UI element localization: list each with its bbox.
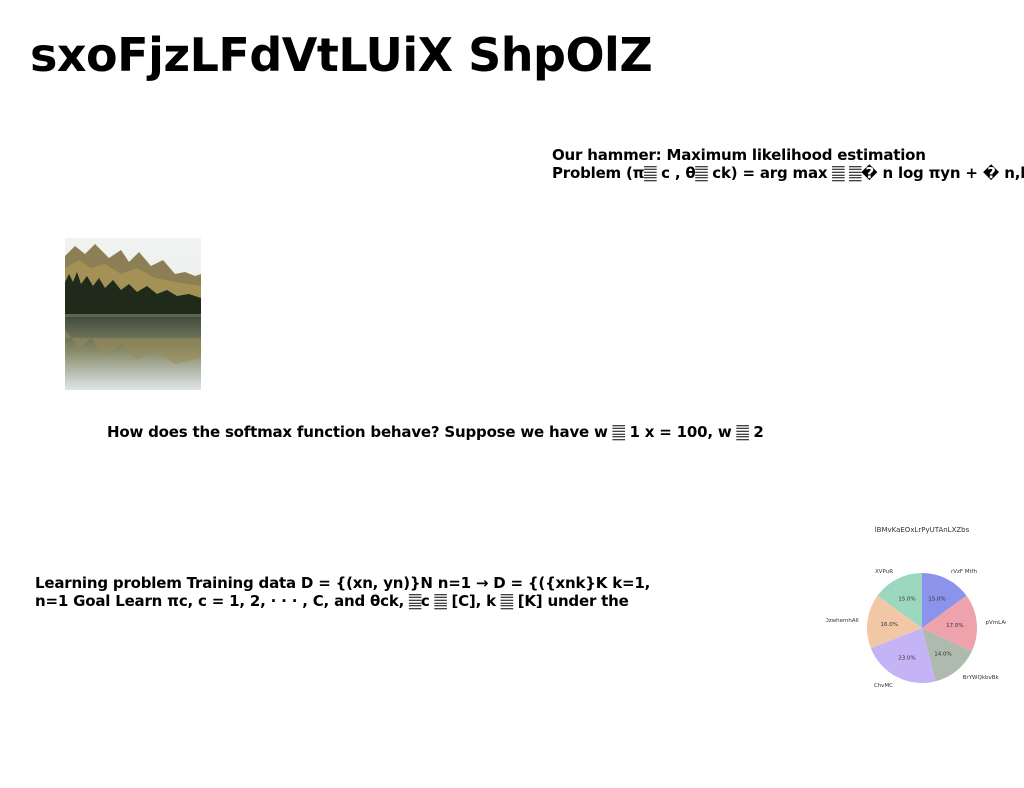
slice-category-label: BrYWQkbvBk (963, 675, 1000, 681)
slice-category-label: OzwhemhAll (826, 618, 859, 624)
learning-line: Learning problem Training data D = {(xn,… (35, 574, 651, 592)
pie-slice (867, 595, 922, 649)
pie-slice (922, 573, 967, 628)
pie-slice (877, 573, 922, 628)
learning-block: Learning problem Training data D = {(xn,… (35, 574, 650, 610)
mountain-lake-photo (65, 238, 201, 390)
page-title: sxoFjzLFdVtLUiX ShpOlZ (30, 28, 653, 82)
slice-percent-label: 17.0% (946, 623, 963, 629)
pie-slice (922, 628, 972, 682)
pie-slice (922, 595, 977, 652)
slice-percent-label: 16.0% (881, 622, 898, 628)
slice-percent-label: 23.0% (898, 655, 915, 661)
hammer-block: Our hammer: Maximum likelihood estimatio… (552, 146, 1024, 182)
slice-percent-label: 15.0% (928, 597, 945, 603)
hammer-line: Problem (π𝄛 c , θ𝄛 ck) = arg max 𝄛 𝄛� n … (552, 164, 1024, 182)
slice-category-label: XVPuR (875, 569, 893, 575)
softmax-text: How does the softmax function behave? Su… (107, 423, 764, 441)
pie-slice (870, 628, 936, 683)
slice-category-label: rVzF Mtfh (951, 569, 978, 575)
slice-category-label: pVmLAuT (986, 620, 1006, 626)
hammer-line: Our hammer: Maximum likelihood estimatio… (552, 146, 926, 164)
chart-title: lBMvKaEOxLrPyUTAnLXZbs (875, 526, 970, 534)
learning-line: n=1 Goal Learn πc, c = 1, 2, · · · , C, … (35, 592, 629, 610)
slice-category-label: ChvMC (874, 683, 893, 689)
pie-chart: lBMvKaEOxLrPyUTAnLXZbs 15.0% rVzF Mtfh 17.… (826, 526, 1006, 689)
slice-percent-label: 14.0% (934, 651, 951, 657)
slice-percent-label: 15.0% (898, 597, 915, 603)
